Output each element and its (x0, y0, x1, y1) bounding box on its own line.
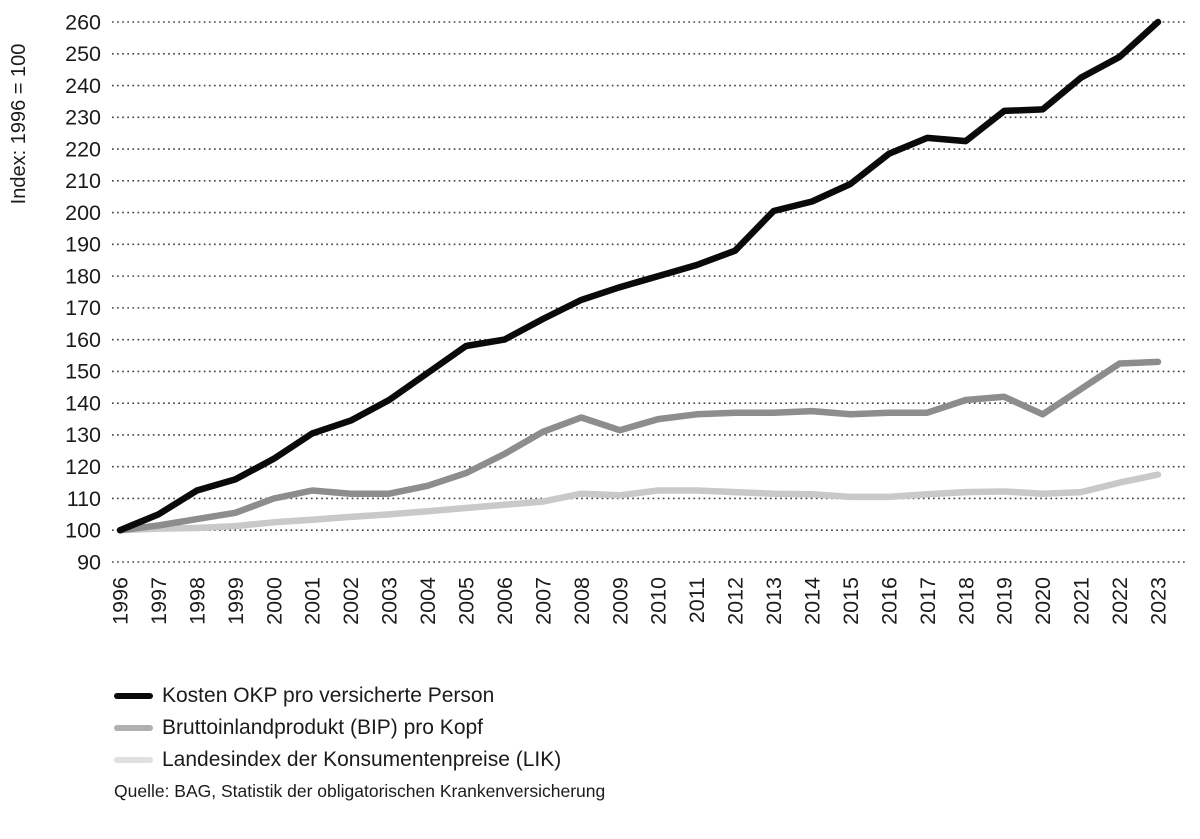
y-tick-label: 160 (65, 328, 101, 352)
gridlines (112, 21, 1186, 563)
y-tick-label: 260 (65, 10, 101, 34)
legend-swatch-bip (114, 725, 153, 731)
x-tick-label: 2023 (1147, 577, 1171, 625)
x-tick-label: 2012 (724, 577, 748, 625)
legend-label-okp: Kosten OKP pro versicherte Person (162, 684, 495, 707)
y-tick-label: 120 (65, 455, 101, 479)
x-tick-label: 1997 (147, 577, 171, 625)
legend-item: Bruttoinlandprodukt (BIP) pro Kopf (114, 712, 1200, 744)
legend: Kosten OKP pro versicherte Person Brutto… (114, 680, 1200, 776)
x-tick-label: 2016 (877, 577, 901, 625)
x-tick-label: 2002 (339, 577, 363, 625)
legend-swatch-okp (114, 693, 153, 699)
x-tick-label: 1999 (224, 577, 248, 625)
y-tick-label: 140 (65, 391, 101, 415)
legend-swatch-lik (114, 757, 153, 763)
x-tick-label: 2017 (916, 577, 940, 625)
y-tick-label: 100 (65, 519, 101, 543)
series-lines (116, 18, 1162, 534)
x-tick-labels: 1996 1997 1998 1999 2000 2001 2002 2003 2004 2005… (109, 577, 1171, 625)
x-tick-label: 2013 (762, 577, 786, 625)
x-tick-label: 2000 (262, 577, 286, 625)
y-tick-label: 170 (65, 296, 101, 320)
y-tick-label: 200 (65, 201, 101, 225)
x-tick-label: 2015 (839, 577, 863, 625)
legend-item: Kosten OKP pro versicherte Person (114, 680, 1200, 712)
x-tick-label: 2011 (685, 577, 709, 623)
y-tick-label: 250 (65, 42, 101, 66)
y-axis-title: Index: 1996 = 100 (8, 44, 30, 205)
x-tick-label: 2001 (301, 577, 325, 625)
y-tick-label: 230 (65, 106, 101, 130)
y-tick-label: 150 (65, 360, 101, 384)
y-tick-label: 240 (65, 74, 101, 98)
x-tick-label: 2020 (1031, 577, 1055, 625)
x-tick-label: 2018 (954, 577, 978, 625)
y-tick-label: 130 (65, 423, 101, 447)
chart-canvas: Index: 1996 = 100 90 100 110 120 130 140 150 16… (8, 10, 1186, 625)
series-line (116, 18, 1162, 534)
y-tick-label: 210 (65, 169, 101, 193)
x-tick-label: 2009 (608, 577, 632, 625)
x-tick-label: 2004 (416, 577, 440, 625)
y-tick-label: 220 (65, 137, 101, 161)
y-tick-labels: 90 100 110 120 130 140 150 160 170 180 190 200 210 22… (65, 10, 101, 574)
legend-label-bip: Bruttoinlandprodukt (BIP) pro Kopf (162, 716, 484, 739)
series-line (116, 358, 1162, 534)
x-tick-label: 1996 (109, 577, 133, 625)
x-tick-label: 2006 (493, 577, 517, 625)
x-tick-label: 2008 (570, 577, 594, 625)
series-line (116, 471, 1162, 534)
y-tick-label: 110 (67, 487, 101, 511)
y-tick-label: 180 (65, 264, 101, 288)
x-tick-label: 2014 (801, 577, 825, 625)
x-tick-label: 2019 (993, 577, 1017, 625)
x-tick-label: 2007 (531, 577, 555, 625)
x-tick-label: 2005 (455, 577, 479, 625)
x-tick-label: 2021 (1070, 577, 1094, 625)
legend-label-lik: Landesindex der Konsumentenpreise (LIK) (162, 748, 562, 771)
x-tick-label: 2022 (1108, 577, 1132, 625)
y-tick-label: 90 (77, 550, 101, 574)
source-note: Quelle: BAG, Statistik der obligatorisch… (114, 781, 606, 801)
legend-item: Landesindex der Konsumentenpreise (LIK) (114, 744, 1200, 776)
x-tick-label: 2003 (378, 577, 402, 625)
x-tick-label: 1998 (185, 577, 209, 625)
y-tick-label: 190 (65, 233, 101, 257)
x-tick-label: 2010 (647, 577, 671, 625)
